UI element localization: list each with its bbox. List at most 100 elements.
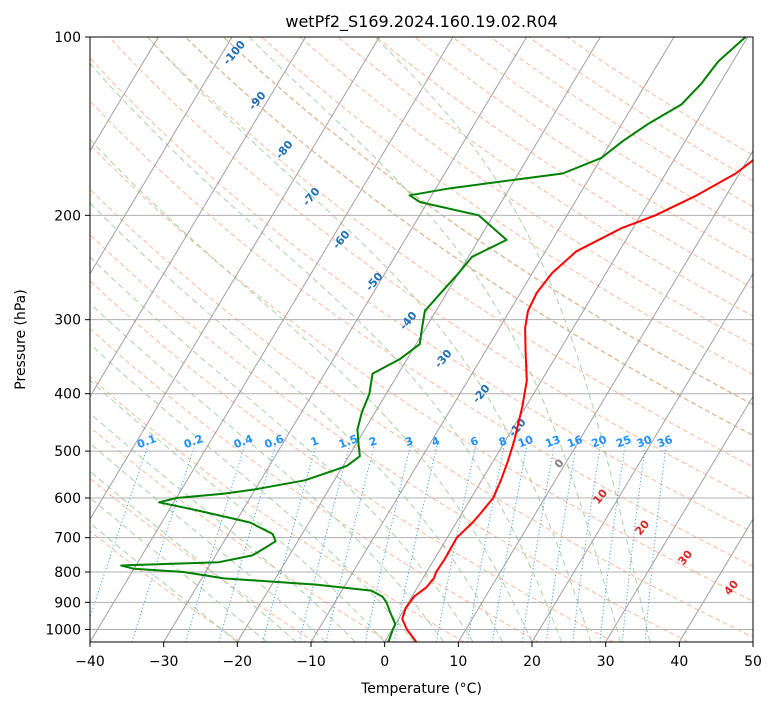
mixing-ratio-line <box>218 445 276 642</box>
moist-adiabat <box>90 302 445 642</box>
temperature-profile <box>401 159 753 642</box>
moist-adiabat <box>90 497 268 642</box>
isopleth-label: -40 <box>397 309 420 333</box>
dry-adiabat <box>490 37 753 208</box>
isopleth-label: 20 <box>590 433 609 451</box>
mixing-ratio-line <box>435 445 477 642</box>
isotherm-line <box>605 395 753 642</box>
dry-adiabat <box>146 37 753 468</box>
x-axis: −40 −30 −20 −10 0 10 20 30 40 50 <box>75 642 762 670</box>
dry-adiabat <box>299 37 753 346</box>
isotherm-line <box>457 149 753 642</box>
isotherm-line <box>90 37 380 521</box>
plot-frame <box>89 36 754 643</box>
moist-adiabat <box>90 379 386 642</box>
dry-adiabat <box>528 37 753 182</box>
isopleth-label: -70 <box>300 185 323 209</box>
dry-adiabat <box>90 530 241 642</box>
mixing-ratio-line <box>262 445 317 642</box>
isopleth-label: 16 <box>566 433 585 451</box>
dry-adiabat <box>90 280 614 642</box>
mixing-ratio-line <box>491 445 528 642</box>
dry-adiabat <box>223 37 753 406</box>
y-tick-label: 700 <box>54 531 81 547</box>
dry-adiabat <box>90 100 753 567</box>
isopleth-label: -20 <box>470 382 493 406</box>
isopleth-label: 8 <box>497 434 509 449</box>
isotherm-line <box>678 518 753 642</box>
isopleth-label: -90 <box>246 89 269 113</box>
moist-adiabat <box>374 37 651 642</box>
isotherm-line <box>752 641 753 642</box>
y-tick-label: 500 <box>54 444 81 460</box>
dry-adiabat <box>90 376 465 642</box>
isopleth-label: 30 <box>675 547 695 567</box>
isopleth-label: 10 <box>516 433 535 451</box>
isopleth-label: 40 <box>721 577 741 597</box>
mixing-ratio-line <box>644 445 667 642</box>
isopleth-label: 20 <box>632 517 652 537</box>
mixing-ratio-lines <box>90 445 667 642</box>
mixing-ratio-line <box>298 445 350 642</box>
moist-adiabat <box>90 343 415 642</box>
isopleth-label: -80 <box>273 138 296 162</box>
x-tick-label: 50 <box>744 654 762 670</box>
dry-adiabat <box>90 426 390 642</box>
isopleth-label: 36 <box>656 433 675 451</box>
dewpoint-profile <box>120 37 747 642</box>
y-tick-label: 200 <box>54 208 81 224</box>
x-tick-label: −40 <box>75 654 105 670</box>
moist-adiabats <box>90 37 651 642</box>
plot-area: -100-90-80-70-60-50-40-30-20-10010203040… <box>0 37 753 642</box>
moist-adiabat <box>90 522 238 642</box>
isotherm-line <box>531 272 753 642</box>
moist-adiabat <box>90 442 327 642</box>
isopleth-label: 0.2 <box>182 432 205 451</box>
moist-adiabat <box>90 62 562 642</box>
x-tick-label: −20 <box>223 654 253 670</box>
isotherm-line <box>310 37 675 642</box>
isopleth-label: -30 <box>432 347 455 371</box>
mixing-ratio-line <box>364 445 411 642</box>
chart-title: wetPf2_S169.2024.160.19.02.R04 <box>285 12 557 32</box>
isopleth-label: 6 <box>469 434 481 449</box>
isotherm-line <box>0 37 11 642</box>
isotherms <box>0 37 753 642</box>
isotherm-line <box>90 37 454 642</box>
isotherm-line <box>384 37 749 642</box>
isotherm-line <box>90 37 233 275</box>
x-tick-label: −30 <box>149 654 179 670</box>
x-tick-label: −10 <box>296 654 326 670</box>
isopleth-label: 30 <box>635 433 654 451</box>
moist-adiabat <box>146 37 592 642</box>
y-tick-label: 100 <box>54 30 81 46</box>
y-tick-label: 1000 <box>45 622 81 638</box>
isopleth-label: 0.1 <box>135 432 158 451</box>
isopleth-label: 0.4 <box>232 432 255 451</box>
isopleth-label: 2 <box>367 434 379 449</box>
moist-adiabat <box>90 202 503 642</box>
dry-adiabat <box>337 37 753 317</box>
isotherm-line <box>236 37 601 642</box>
profile-series <box>120 37 753 642</box>
dry-adiabat <box>90 233 689 642</box>
moist-adiabat <box>90 256 474 642</box>
x-tick-label: 40 <box>670 654 688 670</box>
y-tick-label: 400 <box>54 387 81 403</box>
isotherm-line <box>163 37 528 642</box>
x-axis-label: Temperature (°C) <box>360 681 482 697</box>
mixing-ratio-line <box>467 445 505 642</box>
moist-adiabat <box>90 412 356 642</box>
isopleth-label: 13 <box>543 433 562 450</box>
y-axis-label: Pressure (hPa) <box>13 289 29 389</box>
x-tick-label: 20 <box>523 654 541 670</box>
x-tick-label: 0 <box>380 654 389 670</box>
isopleth-label: 4 <box>430 434 442 449</box>
dry-adiabat-highlight <box>184 37 753 437</box>
isotherm-line <box>90 37 159 152</box>
dry-adiabats <box>90 37 753 642</box>
dry-adiabat <box>261 37 753 375</box>
mixing-ratio-line <box>131 445 196 642</box>
y-tick-label: 800 <box>54 565 81 581</box>
dry-adiabat <box>90 57 753 533</box>
